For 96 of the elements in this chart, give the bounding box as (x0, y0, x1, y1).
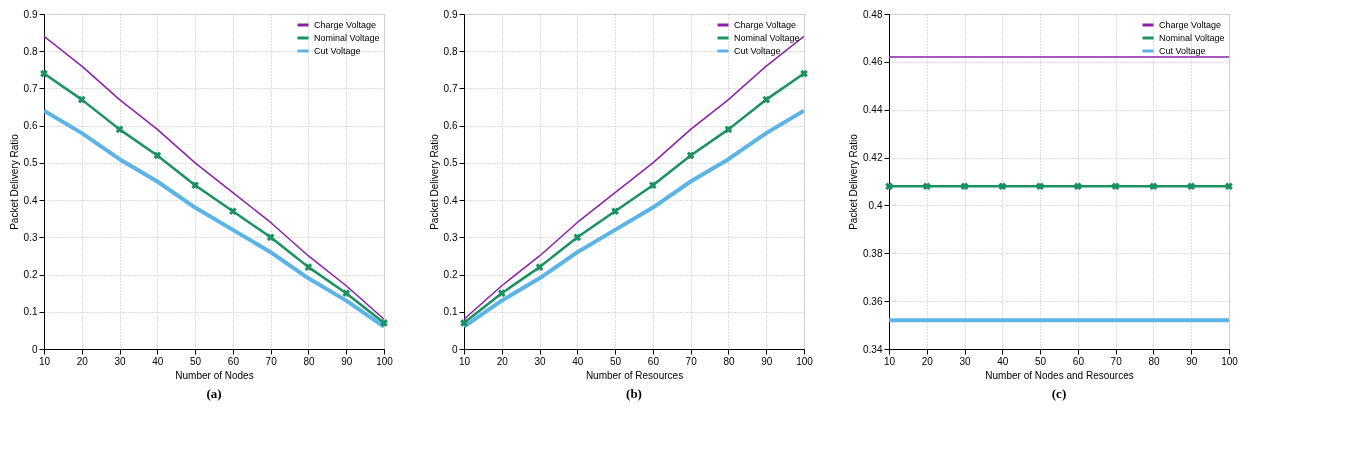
point (573, 233, 582, 242)
y-tick-label: 0.9 (443, 8, 458, 20)
y-tick-label: 0.34 (863, 343, 883, 355)
legend-label: Nominal Voltage (314, 33, 380, 43)
point (380, 319, 388, 327)
x-tick-label: 50 (1035, 355, 1047, 367)
legend-label: Cut Voltage (314, 46, 361, 56)
legend-label: Cut Voltage (1159, 46, 1206, 56)
x-tick-label: 70 (1110, 355, 1123, 367)
y-tick-label: 0.7 (443, 82, 458, 94)
y-tick-label: 0.42 (863, 152, 883, 164)
point (342, 289, 351, 297)
x-tick-label: 10 (883, 355, 896, 367)
y-tick-label: 0.2 (23, 269, 38, 281)
point (686, 151, 695, 160)
x-tick-label: 40 (997, 355, 1009, 367)
point (611, 207, 619, 216)
x-tick-label: 80 (303, 355, 315, 367)
y-tick-label: 0.5 (443, 157, 458, 169)
y-axis-title: Packet Delivery Ratio (848, 133, 860, 230)
x-tick-label: 60 (647, 355, 660, 367)
x-tick-label: 90 (341, 355, 353, 367)
y-tick-label: 0.46 (863, 56, 883, 68)
x-tick-label: 10 (458, 355, 471, 367)
x-tick-label: 20 (76, 355, 89, 367)
y-tick-label: 0.8 (23, 45, 38, 57)
y-tick-label: 0 (31, 343, 38, 355)
y-tick-label: 0.38 (863, 247, 883, 259)
x-axis-title: Number of Resources (585, 369, 684, 381)
point (800, 69, 808, 78)
x-tick-label: 20 (921, 355, 934, 367)
x-tick-label: 100 (796, 355, 814, 367)
x-tick-label: 80 (1148, 355, 1160, 367)
point (762, 95, 771, 104)
point (40, 69, 48, 78)
x-axis-title: Number of Nodes and Resources (985, 369, 1134, 381)
y-tick-label: 0.8 (443, 45, 458, 57)
x-tick-label: 60 (1072, 355, 1085, 367)
x-tick-label: 40 (572, 355, 584, 367)
y-tick-label: 0.4 (868, 199, 883, 211)
x-tick-label: 90 (761, 355, 773, 367)
point (724, 125, 733, 134)
text: (a) (206, 386, 222, 401)
y-tick-label: 0.4 (23, 194, 38, 206)
x-tick-label: 50 (610, 355, 622, 367)
y-tick-label: 0.5 (23, 157, 38, 169)
y-axis-title: Packet Delivery Ratio (428, 133, 440, 230)
point (649, 181, 657, 190)
y-tick-label: 0.48 (863, 8, 883, 20)
y-tick-label: 0.4 (443, 194, 458, 206)
point (266, 233, 275, 242)
legend-label: Nominal Voltage (734, 33, 800, 43)
point (460, 319, 468, 327)
x-tick-label: 10 (38, 355, 51, 367)
y-axis-title: Packet Delivery Ratio (8, 133, 20, 230)
legend-label: Charge Voltage (1159, 20, 1222, 30)
point (497, 289, 506, 297)
y-tick-label: 0.7 (23, 82, 38, 94)
point (77, 95, 86, 104)
text: (c) (1051, 386, 1067, 401)
y-tick-label: 0 (451, 343, 458, 355)
y-tick-label: 0.9 (23, 8, 38, 20)
point (304, 263, 313, 271)
point (229, 207, 237, 216)
point (153, 151, 162, 160)
y-tick-label: 0.1 (23, 306, 38, 318)
y-tick-label: 0.36 (863, 295, 883, 307)
y-tick-label: 0.1 (443, 306, 458, 318)
x-tick-label: 20 (496, 355, 509, 367)
x-tick-label: 70 (265, 355, 278, 367)
x-tick-label: 50 (190, 355, 202, 367)
point (535, 263, 544, 271)
y-tick-label: 0.2 (443, 269, 458, 281)
x-tick-label: 30 (534, 355, 547, 367)
x-tick-label: 40 (152, 355, 164, 367)
x-tick-label: 80 (723, 355, 735, 367)
x-tick-label: 90 (1186, 355, 1198, 367)
legend-label: Charge Voltage (314, 20, 377, 30)
point (115, 125, 124, 134)
legend-label: Charge Voltage (734, 20, 797, 30)
text: (b) (626, 386, 642, 401)
x-tick-label: 60 (227, 355, 240, 367)
x-tick-label: 100 (376, 355, 394, 367)
x-axis-title: Number of Nodes (175, 369, 254, 381)
legend-label: Nominal Voltage (1159, 33, 1225, 43)
y-tick-label: 0.6 (443, 120, 458, 132)
x-tick-label: 100 (1221, 355, 1239, 367)
x-tick-label: 30 (114, 355, 127, 367)
x-tick-label: 30 (959, 355, 972, 367)
legend-label: Cut Voltage (734, 46, 781, 56)
x-tick-label: 70 (685, 355, 698, 367)
y-tick-label: 0.3 (443, 231, 458, 243)
y-tick-label: 0.6 (23, 120, 38, 132)
y-tick-label: 0.44 (863, 104, 883, 116)
point (191, 181, 199, 190)
y-tick-label: 0.3 (23, 231, 38, 243)
